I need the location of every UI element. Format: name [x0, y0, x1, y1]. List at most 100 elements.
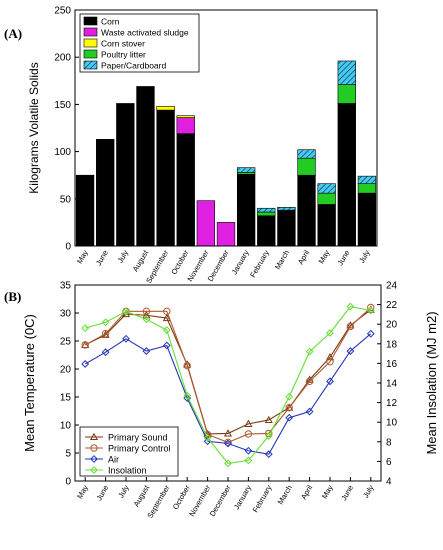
data-point: [305, 347, 314, 356]
bar-segment: [357, 175, 377, 184]
x-tick-label: August: [131, 248, 151, 274]
x-tick-label: March: [276, 484, 294, 507]
x-tick-label: April: [296, 248, 311, 266]
data-point: [285, 392, 294, 401]
data-point: [224, 459, 232, 468]
y-tick-label: 5: [65, 449, 71, 460]
series-line: [84, 309, 372, 435]
data-point: [305, 377, 314, 386]
x-tick-label: July: [361, 483, 376, 499]
chart-a-ylabel: Kilograms Volatile Solids: [27, 62, 41, 193]
panel-label-b: (B): [4, 289, 21, 304]
data-point: [162, 313, 171, 322]
legend-swatch: [83, 27, 98, 37]
data-point: [142, 315, 151, 324]
chart-a-bars: [75, 60, 377, 247]
chart-b-plot-frame: [74, 284, 382, 482]
legend-label: Air: [108, 455, 119, 465]
x-tick-label: May: [320, 483, 335, 500]
bar-segment: [257, 215, 276, 247]
data-point: [81, 324, 90, 333]
legend-swatch: [83, 60, 98, 70]
data-point: [325, 353, 335, 361]
y-tick-label: 10: [60, 421, 72, 432]
y-tick-label: 30: [60, 309, 72, 320]
bar-segment: [176, 133, 195, 247]
legend-label: Corn stover: [101, 39, 145, 49]
data-point: [122, 307, 130, 316]
data-point: [264, 450, 273, 459]
y2-tick-label: 16: [386, 359, 398, 370]
bar-segment: [236, 173, 256, 247]
data-point: [326, 329, 334, 337]
legend-label: Corn: [101, 17, 120, 27]
data-point: [305, 407, 314, 416]
legend-swatch: [83, 16, 98, 26]
y-tick-label: 35: [60, 281, 72, 292]
y2-tick-label: 20: [386, 320, 398, 331]
bar-segment: [236, 167, 256, 173]
line-chart: Mean Temperature (0C) Mean Insolation (M…: [22, 281, 439, 520]
data-point: [122, 334, 130, 343]
bar-segment: [196, 200, 216, 247]
bar-segment: [317, 183, 336, 194]
y2-tick-label: 22: [386, 300, 398, 311]
y2-tick-label: 24: [386, 281, 398, 292]
x-tick-label: June: [94, 484, 110, 503]
panel-label-a: (A): [4, 26, 22, 41]
y-tick-label: 0: [65, 477, 71, 488]
legend-label: Insolation: [108, 466, 147, 476]
bar-segment: [317, 204, 336, 247]
x-tick-label: August: [132, 483, 152, 509]
chart-a-x-labels: May June July AugustSeptemberOctoberNovembe…: [75, 248, 372, 285]
x-tick-label: May: [317, 248, 332, 265]
x-tick-label: July: [116, 248, 131, 264]
bar-segment: [216, 222, 236, 247]
data-point: [90, 444, 98, 452]
bar-segment: [297, 157, 316, 176]
legend-label: Waste activated sludge: [101, 28, 189, 38]
x-tick-label: July: [116, 483, 131, 499]
bar-segment: [176, 115, 195, 118]
data-point: [142, 347, 151, 355]
y-tick-label: 200: [54, 53, 71, 64]
data-point: [81, 360, 90, 368]
legend-box: [79, 426, 179, 477]
y-tick-label: 250: [54, 6, 71, 17]
data-point: [163, 307, 171, 316]
y-tick-label: 25: [60, 337, 72, 348]
chart-b-y2label: Mean Insolation (MJ m2): [424, 311, 439, 454]
x-tick-label: May: [75, 483, 90, 500]
x-tick-label: July: [357, 248, 372, 264]
data-point: [90, 455, 98, 463]
data-point: [366, 329, 375, 338]
series-line: [85, 305, 371, 464]
data-point: [90, 466, 98, 474]
data-point: [346, 347, 355, 355]
data-point: [264, 432, 273, 440]
x-tick-label: May: [75, 248, 90, 265]
data-point: [162, 326, 171, 334]
legend-label: Primary Control: [108, 444, 171, 454]
data-point: [367, 303, 375, 312]
x-tick-label: April: [299, 483, 314, 501]
legend-box: [79, 13, 200, 73]
data-point: [101, 318, 110, 327]
y-tick-label: 20: [60, 365, 72, 376]
data-point: [224, 439, 232, 448]
data-point: [326, 377, 334, 386]
bar-segment: [96, 139, 115, 247]
x-tick-label: January: [230, 248, 251, 276]
y-tick-label: 150: [54, 100, 71, 111]
data-point: [244, 430, 253, 438]
data-point: [285, 403, 293, 412]
data-point: [346, 322, 355, 331]
chart-b-y-ticks: 0 5 10 15 20 25 30 35 4 6 8 10 12 14 16 18 20 22 24: [60, 281, 398, 488]
legend-label: Poultry litter: [101, 50, 146, 60]
bar-segment: [337, 60, 356, 85]
bar-segment: [277, 206, 296, 211]
bar-segment: [75, 174, 95, 247]
